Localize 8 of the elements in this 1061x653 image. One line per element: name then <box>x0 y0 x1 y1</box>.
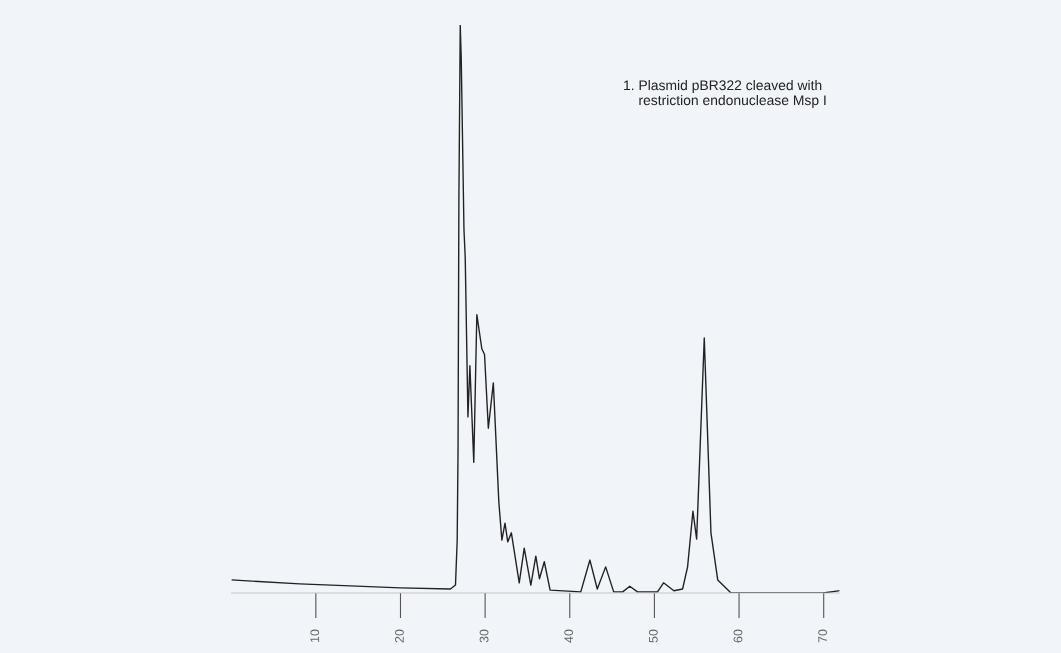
x-tick-label: 40 <box>564 629 574 643</box>
x-tick-label: 30 <box>479 629 489 643</box>
x-tick-label: 70 <box>818 629 828 643</box>
x-tick-label: 20 <box>394 629 404 643</box>
annotation: 1. Plasmid pBR322 cleaved with restriction endonuclease Msp I <box>624 80 826 108</box>
x-tick-label: 60 <box>733 629 743 643</box>
x-tick-label: 50 <box>648 629 658 643</box>
x-tick-label: 10 <box>310 629 320 643</box>
